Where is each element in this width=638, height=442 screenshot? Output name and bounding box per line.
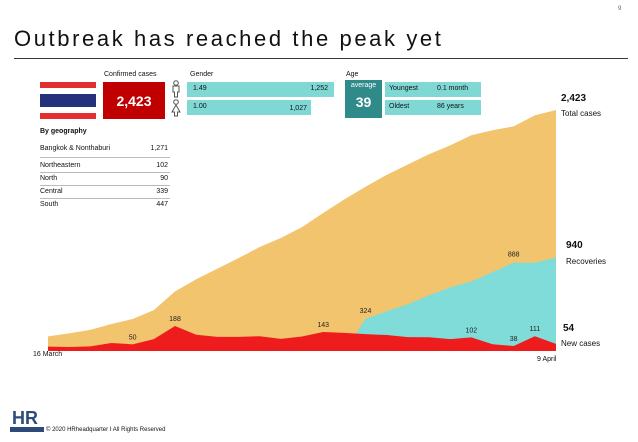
- data-label: 324: [360, 308, 372, 315]
- recoveries-value: 940: [566, 240, 583, 251]
- female-person-icon: [171, 99, 181, 117]
- average-age-box: average 39: [345, 80, 382, 118]
- average-age-value: 39: [355, 94, 372, 110]
- page-number: 9: [618, 6, 622, 12]
- data-label: 143: [317, 322, 329, 329]
- total-cases-value: 2,423: [561, 93, 587, 104]
- geography-heading: By geography: [40, 128, 87, 135]
- data-label: 102: [465, 327, 477, 334]
- table-row: South 447: [40, 201, 168, 208]
- new-cases-value: 54: [563, 323, 575, 334]
- x-start-label: 16 March: [33, 351, 63, 358]
- oldest-value: 86 years: [437, 103, 464, 110]
- table-row: Northeastern 102: [40, 162, 168, 169]
- gender-female-count: 1,027: [289, 105, 307, 112]
- data-label: 111: [530, 326, 541, 333]
- total-cases-area: [48, 110, 556, 351]
- confirmed-cases-value: 2,423: [103, 82, 165, 119]
- gender-male-ratio: 1.49: [193, 85, 207, 92]
- recoveries-area: [344, 257, 556, 351]
- gender-female-ratio: 1.00: [193, 103, 207, 110]
- thai-flag-icon: [40, 82, 96, 119]
- table-row: Bangkok & Nonthaburi 1,271: [40, 145, 168, 152]
- confirmed-cases-label: Confirmed cases: [104, 71, 157, 78]
- slide-title: Outbreak has reached the peak yet: [14, 26, 444, 51]
- oldest-label: Oldest: [389, 103, 410, 110]
- data-label: 38: [510, 336, 518, 343]
- footer-copyright: © 2020 HRheadquarter I All Rights Reserv…: [46, 427, 166, 433]
- data-label: 188: [169, 316, 181, 323]
- x-end-label: 9 April: [537, 356, 557, 363]
- gender-male-bar: 1.49 1,252: [187, 82, 334, 97]
- table-row: North 90: [40, 175, 168, 182]
- oldest-row: Oldest 86 years: [385, 100, 481, 115]
- hrheadquarter-logo: HR: [10, 408, 44, 432]
- youngest-value: 0.1 month: [437, 85, 469, 92]
- youngest-row: Youngest 0.1 month: [385, 82, 481, 97]
- average-label: average: [350, 82, 377, 89]
- gender-male-count: 1,252: [310, 85, 328, 92]
- youngest-label: Youngest: [389, 85, 418, 92]
- data-label: 888: [508, 252, 520, 259]
- data-label: 50: [129, 334, 137, 341]
- gender-female-bar: 1.00 1,027: [187, 100, 311, 115]
- svg-text:HR: HR: [12, 408, 38, 428]
- age-label: Age: [346, 71, 359, 78]
- title-divider: [14, 58, 628, 59]
- table-row: Central 339: [40, 188, 168, 195]
- total-cases-label: Total cases: [561, 109, 602, 118]
- new-cases-label: New cases: [561, 339, 601, 348]
- male-person-icon: [172, 80, 180, 98]
- gender-label: Gender: [190, 71, 214, 78]
- new-cases-area: [48, 326, 556, 351]
- recoveries-label: Recoveries: [566, 257, 607, 266]
